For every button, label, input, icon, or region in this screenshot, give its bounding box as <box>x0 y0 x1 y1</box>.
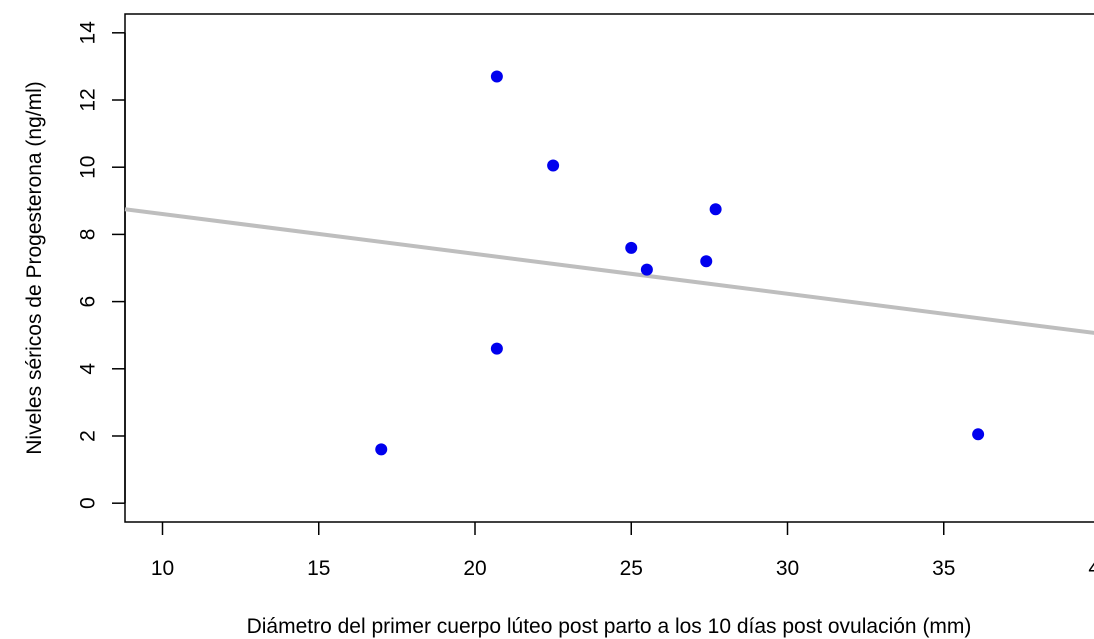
data-point <box>972 428 985 441</box>
y-tick-label: 10 <box>77 156 100 179</box>
y-tick-label: 0 <box>77 497 100 509</box>
y-tick-label: 4 <box>77 363 100 375</box>
x-axis: 10 15 20 25 30 35 40 <box>151 522 1094 580</box>
data-point <box>375 443 388 456</box>
data-point <box>640 263 653 276</box>
data-point <box>490 70 503 83</box>
y-tick-label: 8 <box>77 229 100 241</box>
y-tick-label: 6 <box>77 296 100 308</box>
x-tick-label: 20 <box>463 557 486 580</box>
plot-frame <box>124 13 1094 523</box>
y-tick-label: 12 <box>77 88 100 111</box>
data-points <box>375 70 985 456</box>
data-point <box>547 159 560 172</box>
y-axis-label: Niveles séricos de Progesterona (ng/ml) <box>23 81 46 455</box>
data-point <box>709 203 722 216</box>
x-tick-label: 25 <box>620 557 643 580</box>
data-point <box>625 241 638 254</box>
y-tick-label: 14 <box>77 21 100 45</box>
x-axis-label: Diámetro del primer cuerpo lúteo post pa… <box>247 615 972 638</box>
trend-line <box>124 207 1094 335</box>
y-tick-label: 2 <box>77 430 100 442</box>
y-axis: 0 2 4 6 8 10 12 14 <box>77 21 126 509</box>
x-tick-label: 10 <box>151 557 174 580</box>
data-point <box>490 342 503 355</box>
x-tick-label: 15 <box>307 557 330 580</box>
x-tick-label: 30 <box>776 557 799 580</box>
data-point <box>700 255 713 268</box>
x-tick-label: 40 <box>1088 557 1094 580</box>
x-tick-label: 35 <box>932 557 955 580</box>
